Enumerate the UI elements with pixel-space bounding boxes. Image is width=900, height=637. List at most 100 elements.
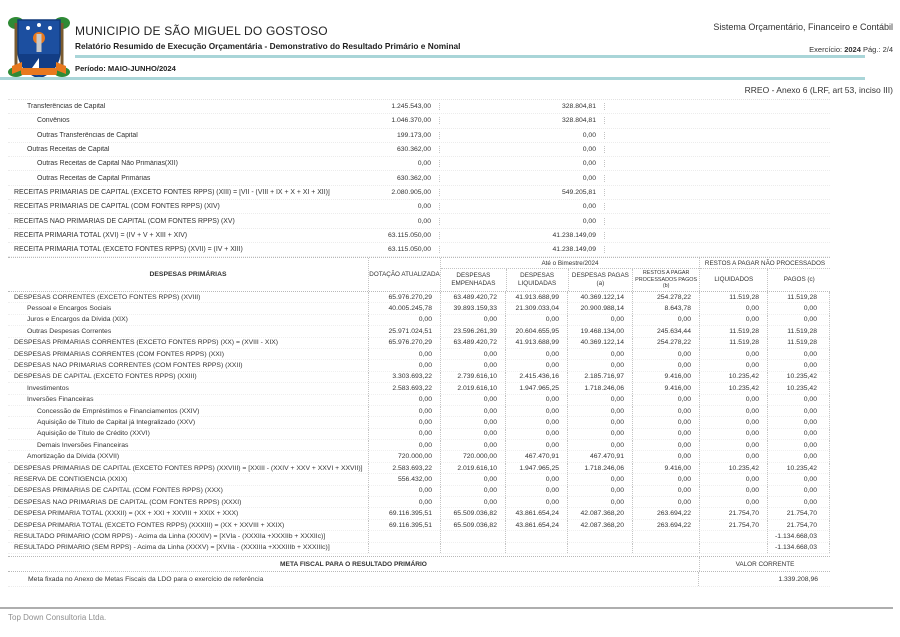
receitas-table: Transferências de Capital 1.245.543,00 328… (8, 99, 830, 258)
cell-value: 0,00 (567, 440, 632, 451)
row-label: Convênios (37, 117, 70, 125)
municipality-crest-logo (8, 17, 70, 79)
cell-value: 1.947.965,25 (505, 462, 567, 474)
cell-value: 0,00 (767, 485, 830, 497)
row-label: Outras Transferências de Capital (37, 131, 138, 139)
cell-value: 0,00 (505, 394, 567, 405)
header-divider-top (75, 55, 865, 58)
table-row: Outras Despesas Correntes 25.971.024,51 23… (8, 326, 830, 338)
cell-value: 0,00 (699, 360, 767, 371)
despesas-body: DESPESAS CORRENTES (EXCETO FONTES RPPS) … (8, 292, 830, 554)
cell-value: 0,00 (699, 314, 767, 326)
cell-value: 0,00 (567, 314, 632, 326)
meta-fiscal-title: META FISCAL PARA O RESULTADO PRIMÁRIO (280, 560, 427, 568)
row-label: Outras Receitas de Capital Não Primárias… (37, 160, 178, 168)
cell-value: 0,00 (567, 405, 632, 417)
cell-value (368, 531, 440, 542)
cell-value: 0,00 (440, 497, 505, 508)
cell-value (440, 542, 505, 553)
cell-value: 25.971.024,51 (368, 326, 440, 337)
cell-value: 1.947.965,25 (505, 383, 567, 394)
row-label: DESPESAS CORRENTES (EXCETO FONTES RPPS) … (14, 293, 201, 301)
cell-value: 63.489.420,72 (440, 292, 505, 303)
cell-value: 40.005.245,78 (368, 303, 440, 314)
cell-value: 20.604.655,95 (505, 326, 567, 337)
row-label: DESPESAS PRIMÁRIAS CORRENTES (COM FONTES… (14, 350, 224, 358)
despesas-table-header: DESPESAS PRIMÁRIAS DOTAÇÃO ATUALIZADA At… (8, 257, 830, 292)
cell-value: 65.976.270,29 (368, 292, 440, 303)
annex-title: RREO - Anexo 6 (LRF, art 53, inciso III) (744, 85, 893, 95)
cell-value: 8.643,78 (632, 303, 699, 314)
cell-value: 1.718.246,06 (567, 383, 632, 394)
cell-value: 0,00 (632, 314, 699, 326)
cell-value (368, 542, 440, 553)
cell-realizada: 0,00 (440, 217, 605, 225)
row-spacer (605, 157, 830, 170)
row-label: RESULTADO PRIMÁRIO (COM RPPS) - Acima da… (14, 532, 326, 540)
cell-value (632, 542, 699, 553)
table-row: Transferências de Capital 1.245.543,00 328… (8, 100, 830, 115)
cell-value: 21.754,70 (699, 519, 767, 531)
cell-previsao: 1.046.370,00 (368, 117, 440, 125)
table-row: Investimentos 2.583.693,22 2.019.616,10 1.9… (8, 383, 830, 395)
cell-value: 11.519,28 (767, 326, 830, 337)
cell-value: 0,00 (505, 360, 567, 371)
row-label: DESPESAS DE CAPITAL (EXCETO FONTES RPPS)… (14, 373, 197, 381)
cell-value: 263.694,22 (632, 519, 699, 531)
cell-value: 0,00 (767, 394, 830, 405)
cell-value: 0,00 (505, 314, 567, 326)
table-row: DESPESA PRIMÁRIA TOTAL (EXCETO FONTES RP… (8, 519, 830, 532)
cell-value: 0,00 (699, 485, 767, 497)
cell-value: 254.278,22 (632, 292, 699, 303)
table-row: Amortização da Dívida (XXVII) 720.000,00 7… (8, 451, 830, 463)
cell-value: 9.416,00 (632, 371, 699, 383)
cell-value (567, 542, 632, 553)
table-row: RESULTADO PRIMÁRIO (SEM RPPS) - Acima da… (8, 542, 830, 554)
cell-value: 2.185.716,97 (567, 371, 632, 383)
cell-value: 0,00 (440, 348, 505, 360)
col-despesas-pagas: DESPESAS PAGAS (a) (567, 269, 633, 291)
receitas-body: Transferências de Capital 1.245.543,00 328… (8, 100, 830, 258)
group-restos-nao-processados: RESTOS A PAGAR NÃO PROCESSADOS LIQUIDADO… (699, 258, 830, 291)
cell-value: 0,00 (632, 405, 699, 417)
group-restos-nao-processados-title: RESTOS A PAGAR NÃO PROCESSADOS (700, 258, 830, 269)
row-label: Aquisição de Título de Crédito (XXVI) (37, 430, 150, 438)
table-row: DESPESAS NÃO PRIMÁRIAS DE CAPITAL (COM F… (8, 497, 830, 509)
cell-value: 0,00 (699, 303, 767, 314)
cell-value: -1.134.668,03 (767, 531, 830, 542)
meta-fiscal-row: Meta fixada no Anexo de Metas Fiscais da… (8, 572, 830, 587)
cell-value: 20.900.988,14 (567, 303, 632, 314)
col-dotacao-atualizada: DOTAÇÃO ATUALIZADA (368, 258, 440, 291)
cell-value: 0,00 (767, 360, 830, 371)
cell-value: 0,00 (440, 314, 505, 326)
cell-value: 0,00 (440, 428, 505, 440)
cell-value: 0,00 (505, 440, 567, 451)
col-despesas-empenhadas: DESPESAS EMPENHADAS (451, 272, 496, 287)
cell-value: 0,00 (505, 474, 567, 485)
cell-value: 0,00 (368, 440, 440, 451)
cell-value (632, 531, 699, 542)
meta-fiscal-section: META FISCAL PARA O RESULTADO PRIMÁRIO VA… (8, 556, 830, 587)
cell-value: 0,00 (632, 474, 699, 485)
col-despesas-primarias: DESPESAS PRIMÁRIAS (149, 271, 227, 278)
cell-value: 0,00 (505, 417, 567, 428)
cell-value: 65.509.036,82 (440, 508, 505, 519)
cell-value (567, 531, 632, 542)
cell-value: 0,00 (505, 348, 567, 360)
row-spacer (605, 214, 830, 227)
row-label: DESPESAS NÃO PRIMÁRIAS DE CAPITAL (COM F… (14, 498, 242, 506)
col-liquidados: LIQUIDADOS (714, 276, 754, 284)
table-row: Aquisição de Título de Capital já Integr… (8, 417, 830, 429)
cell-value: 720.000,00 (368, 451, 440, 462)
cell-value: 41.913.688,99 (505, 292, 567, 303)
table-row: DESPESAS DE CAPITAL (EXCETO FONTES RPPS)… (8, 371, 830, 384)
cell-value: 43.861.654,24 (505, 508, 567, 519)
cell-value: 0,00 (368, 417, 440, 428)
cell-value: 0,00 (505, 485, 567, 497)
table-row: DESPESAS PRIMÁRIAS CORRENTES (EXCETO FON… (8, 337, 830, 349)
cell-value: 0,00 (767, 474, 830, 485)
cell-value: 63.489.420,72 (440, 337, 505, 348)
cell-realizada: 0,00 (440, 203, 605, 211)
cell-value: 3.303.693,22 (368, 371, 440, 383)
